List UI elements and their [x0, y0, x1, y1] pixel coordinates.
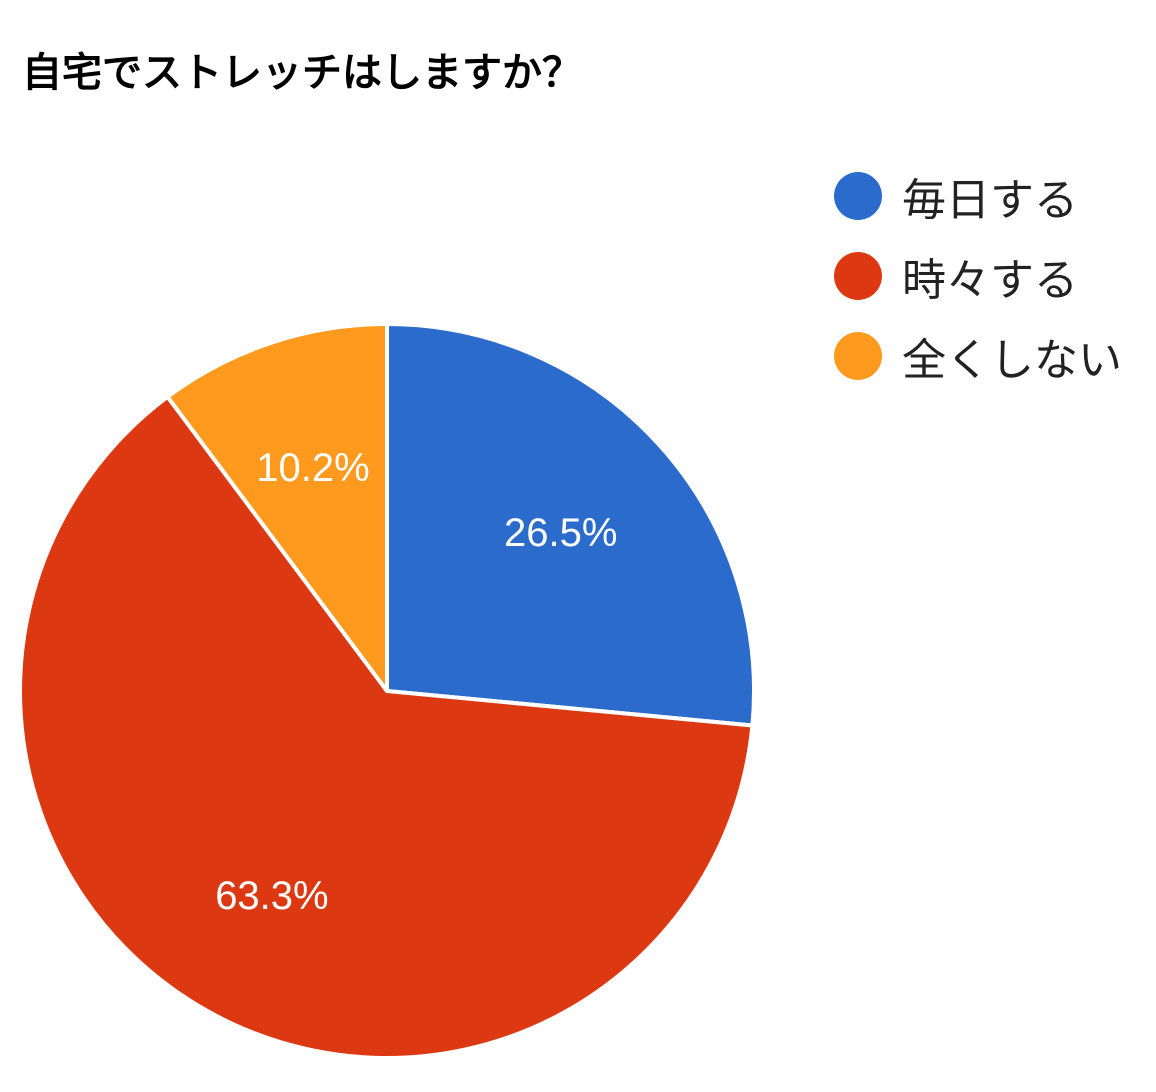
- legend-item-daily[interactable]: 毎日する: [834, 168, 1122, 226]
- legend-item-never[interactable]: 全くしない: [834, 328, 1122, 386]
- chart-title: 自宅でストレッチはしますか？: [22, 50, 582, 96]
- legend-swatch-daily: [834, 172, 882, 220]
- slice-daily[interactable]: [385, 322, 756, 728]
- legend-label-sometimes: 時々する: [902, 255, 1078, 306]
- slice-sometimes[interactable]: [18, 394, 755, 1060]
- slice-never[interactable]: [165, 322, 389, 693]
- legend-swatch-sometimes: [834, 252, 882, 300]
- legend: 毎日する 時々する 全くしない: [834, 168, 1122, 408]
- legend-label-never: 全くしない: [902, 335, 1122, 386]
- legend-item-sometimes[interactable]: 時々する: [834, 248, 1122, 306]
- data-label-never: 10.2%: [256, 446, 369, 490]
- legend-swatch-never: [834, 332, 882, 380]
- legend-label-daily: 毎日する: [902, 175, 1078, 226]
- data-label-daily: 26.5%: [504, 511, 617, 555]
- data-label-sometimes: 63.3%: [215, 874, 328, 918]
